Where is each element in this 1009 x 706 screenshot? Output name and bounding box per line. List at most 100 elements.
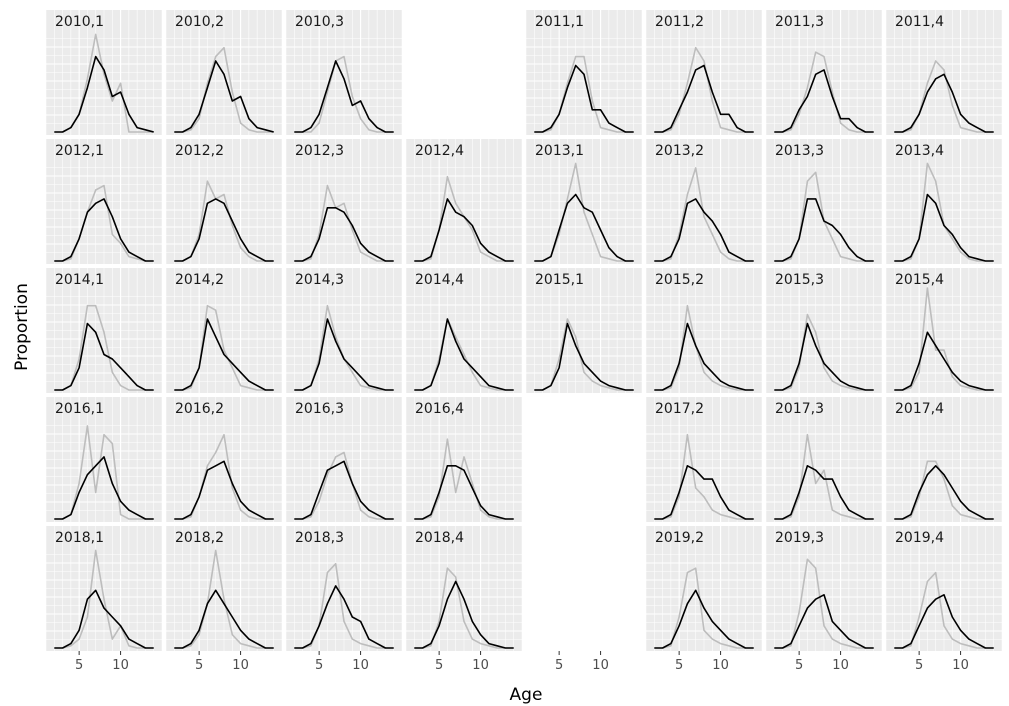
facet-panel: 2017,2 [645, 397, 763, 522]
fitted-series-line [894, 73, 994, 133]
facet-label: 2016,3 [295, 401, 344, 417]
fitted-series-line [894, 331, 994, 391]
fitted-series-line [774, 69, 874, 133]
observed-series-line [174, 304, 274, 391]
facet-label: 2010,1 [55, 14, 104, 30]
observed-series-line [894, 460, 994, 520]
facet-label: 2011,4 [895, 14, 944, 30]
x-tick-label: 5 [75, 658, 83, 673]
observed-series-line [774, 51, 874, 133]
facet-panel: 2012,4 [405, 139, 523, 264]
facet-panel: 2015,2 [645, 268, 763, 393]
facet-panel: 2018,1 [45, 526, 163, 651]
observed-series-line [654, 433, 754, 520]
fitted-series-line [174, 460, 274, 520]
fitted-series-line [54, 456, 154, 520]
x-tick-label: 5 [195, 658, 203, 673]
x-tick-label: 10 [712, 658, 729, 673]
fitted-series-line [294, 207, 394, 262]
x-tick-label: 10 [952, 658, 969, 673]
observed-series-line [894, 571, 994, 649]
facet-panel: 2010,1 [45, 10, 163, 135]
facet-panel: 2013,1 [525, 139, 643, 264]
facet-label: 2012,4 [415, 143, 464, 159]
observed-series-line [294, 184, 394, 262]
fitted-series-line [174, 198, 274, 262]
facet-label: 2017,4 [895, 401, 944, 417]
observed-series-line [294, 55, 394, 133]
x-axis-title: Age [510, 685, 543, 705]
facet-panel: 2017,4 [885, 397, 1003, 522]
facet-panel: 2016,4 [405, 397, 523, 522]
x-tick-label: 10 [112, 658, 129, 673]
fitted-series-line [294, 460, 394, 520]
facet-label: 2016,2 [175, 401, 224, 417]
facet-label: 2018,4 [415, 530, 464, 546]
fitted-series-line [54, 198, 154, 262]
fitted-series-line [774, 594, 874, 649]
observed-series-line [414, 567, 514, 649]
observed-series-line [174, 549, 274, 649]
facet-label: 2013,1 [535, 143, 584, 159]
fitted-series-line [534, 193, 634, 262]
facet-label: 2018,1 [55, 530, 104, 546]
fitted-series-line [294, 318, 394, 391]
observed-series-line [54, 184, 154, 262]
fitted-series-line [54, 589, 154, 649]
facet-panel: 2014,1 [45, 268, 163, 393]
fitted-series-line [654, 322, 754, 391]
observed-series-line [414, 438, 514, 520]
facet-label: 2018,3 [295, 530, 344, 546]
facet-panel: 2014,4 [405, 268, 523, 393]
facet-panel: 2017,3 [765, 397, 883, 522]
facet-panel: 2019,3 [765, 526, 883, 651]
facet-label: 2019,3 [775, 530, 824, 546]
fitted-series-line [534, 322, 634, 391]
fitted-series-line [54, 55, 154, 133]
facet-label: 2012,3 [295, 143, 344, 159]
fitted-series-line [654, 589, 754, 649]
facet-panel: 2015,3 [765, 268, 883, 393]
facet-label: 2013,3 [775, 143, 824, 159]
facet-panel: 2013,3 [765, 139, 883, 264]
x-tick-label: 5 [555, 658, 563, 673]
fitted-series-line [174, 318, 274, 391]
x-tick-label: 10 [352, 658, 369, 673]
x-tick-label: 5 [675, 658, 683, 673]
observed-series-line [774, 558, 874, 649]
facet-label: 2015,4 [895, 272, 944, 288]
facet-panel: 2014,3 [285, 268, 403, 393]
facet-panel: 2011,4 [885, 10, 1003, 135]
facet-panel: 2011,3 [765, 10, 883, 135]
observed-series-line [774, 313, 874, 391]
facet-panel: 2013,4 [885, 139, 1003, 264]
observed-series-line [774, 433, 874, 520]
facet-label: 2010,3 [295, 14, 344, 30]
fitted-series-line [774, 322, 874, 391]
observed-series-line [654, 304, 754, 391]
fitted-series-line [294, 60, 394, 133]
facet-label: 2011,1 [535, 14, 584, 30]
observed-series-line [894, 287, 994, 391]
fitted-series-line [54, 322, 154, 391]
fitted-series-line [414, 198, 514, 262]
facet-panel: 2016,2 [165, 397, 283, 522]
fitted-series-line [654, 198, 754, 262]
facet-panel: 2010,2 [165, 10, 283, 135]
facet-label: 2015,2 [655, 272, 704, 288]
fitted-series-line [174, 589, 274, 649]
observed-series-line [654, 167, 754, 262]
observed-series-line [174, 46, 274, 133]
facet-panel: 2019,2 [645, 526, 763, 651]
facet-panel: 2019,4 [885, 526, 1003, 651]
facet-label: 2015,1 [535, 272, 584, 288]
facet-panel: 2012,1 [45, 139, 163, 264]
facet-label: 2019,2 [655, 530, 704, 546]
facet-label: 2017,2 [655, 401, 704, 417]
facet-panel: 2010,3 [285, 10, 403, 135]
observed-series-line [654, 46, 754, 133]
observed-series-line [534, 55, 634, 133]
fitted-series-line [654, 64, 754, 133]
fitted-series-line [894, 193, 994, 262]
